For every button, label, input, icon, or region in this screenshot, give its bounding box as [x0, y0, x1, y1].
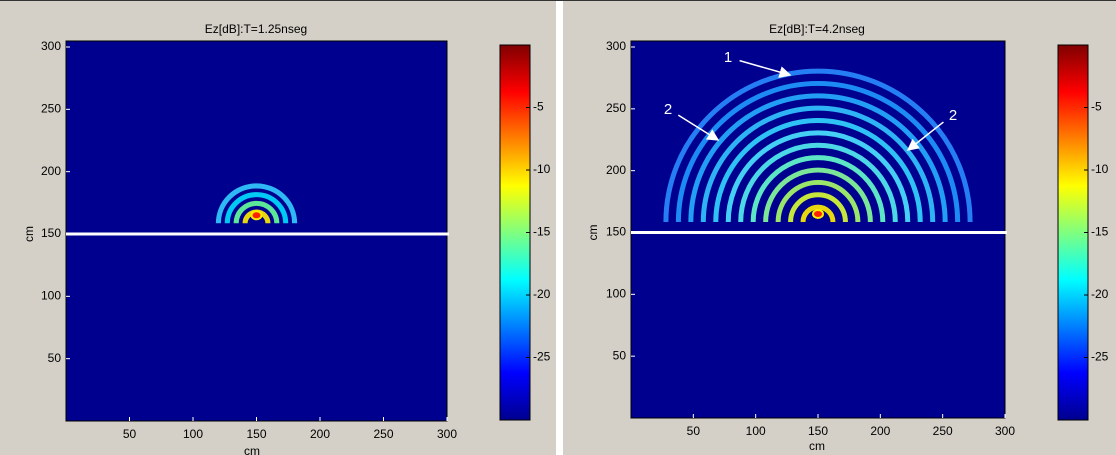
colorbar-tick-label: -15 — [533, 225, 551, 239]
annotation: 1 — [724, 49, 732, 66]
field-ring — [663, 68, 973, 222]
colorbar-tick-label: -10 — [1091, 162, 1109, 176]
y-tick-label: 150 — [41, 226, 61, 240]
x-tick-label: 100 — [746, 424, 766, 438]
y-tick-label: 200 — [41, 164, 61, 178]
x-tick-label: 50 — [123, 427, 137, 441]
x-tick-label: 150 — [246, 427, 266, 441]
field-ring — [688, 93, 948, 222]
annotation-arrow — [677, 114, 720, 141]
x-tick-label: 100 — [183, 427, 203, 441]
x-axis-label: cm — [244, 444, 260, 455]
y-axis-label: cm — [586, 225, 600, 241]
colorbar-tick-label: -5 — [533, 100, 544, 114]
y-tick-label: 250 — [41, 102, 61, 116]
chart-title: Ez[dB]:T=1.25nseg — [205, 22, 307, 36]
field-ring — [224, 192, 289, 224]
field-ring — [215, 183, 298, 224]
field-ring — [788, 192, 848, 223]
field-ring — [763, 167, 873, 222]
source — [812, 208, 824, 219]
y-tick-label: 300 — [41, 39, 61, 53]
annotation-arrow — [739, 59, 792, 78]
colorbar-tick-label: -25 — [533, 350, 551, 364]
x-tick-label: 50 — [687, 424, 701, 438]
y-tick-label: 50 — [613, 348, 627, 362]
chart-title: Ez[dB]:T=4.2nseg — [769, 22, 865, 36]
field-ring — [713, 118, 923, 222]
colorbar — [499, 44, 531, 421]
x-tick-label: 200 — [310, 427, 330, 441]
x-tick-label: 150 — [808, 424, 828, 438]
y-tick-label: 150 — [606, 225, 626, 239]
colorbar — [1057, 44, 1089, 421]
x-tick-label: 300 — [437, 427, 457, 441]
field-ring — [775, 180, 861, 223]
x-tick-label: 250 — [373, 427, 393, 441]
field-ring — [700, 105, 936, 222]
annotation-arrow — [906, 121, 944, 151]
colorbar-tick-label: -20 — [533, 287, 551, 301]
x-tick-label: 300 — [995, 424, 1015, 438]
field-ring — [675, 81, 961, 222]
y-tick-label: 50 — [48, 351, 62, 365]
y-tick-label: 250 — [606, 101, 626, 115]
field-ring — [750, 155, 886, 222]
field-ring — [233, 200, 280, 224]
field-ring — [800, 204, 836, 223]
y-tick-label: 300 — [606, 39, 626, 53]
annotation: 2 — [664, 101, 672, 118]
x-tick-label: 250 — [933, 424, 953, 438]
source — [250, 210, 263, 221]
colorbar-tick-label: -15 — [1091, 225, 1109, 239]
x-axis-label: cm — [809, 439, 825, 453]
colorbar-tick-label: -5 — [1091, 100, 1102, 114]
annotation: 2 — [949, 107, 957, 124]
colorbar-tick-label: -20 — [1091, 287, 1109, 301]
field-ring — [738, 142, 898, 222]
y-tick-label: 200 — [606, 163, 626, 177]
y-tick-label: 100 — [606, 287, 626, 301]
x-tick-label: 200 — [870, 424, 890, 438]
y-axis-label: cm — [22, 226, 36, 242]
field-ring — [725, 130, 911, 222]
plot-area — [630, 40, 1006, 419]
colorbar-tick-label: -25 — [1091, 350, 1109, 364]
colorbar-tick-label: -10 — [533, 162, 551, 176]
plot-area — [65, 40, 448, 422]
y-tick-label: 100 — [41, 289, 61, 303]
